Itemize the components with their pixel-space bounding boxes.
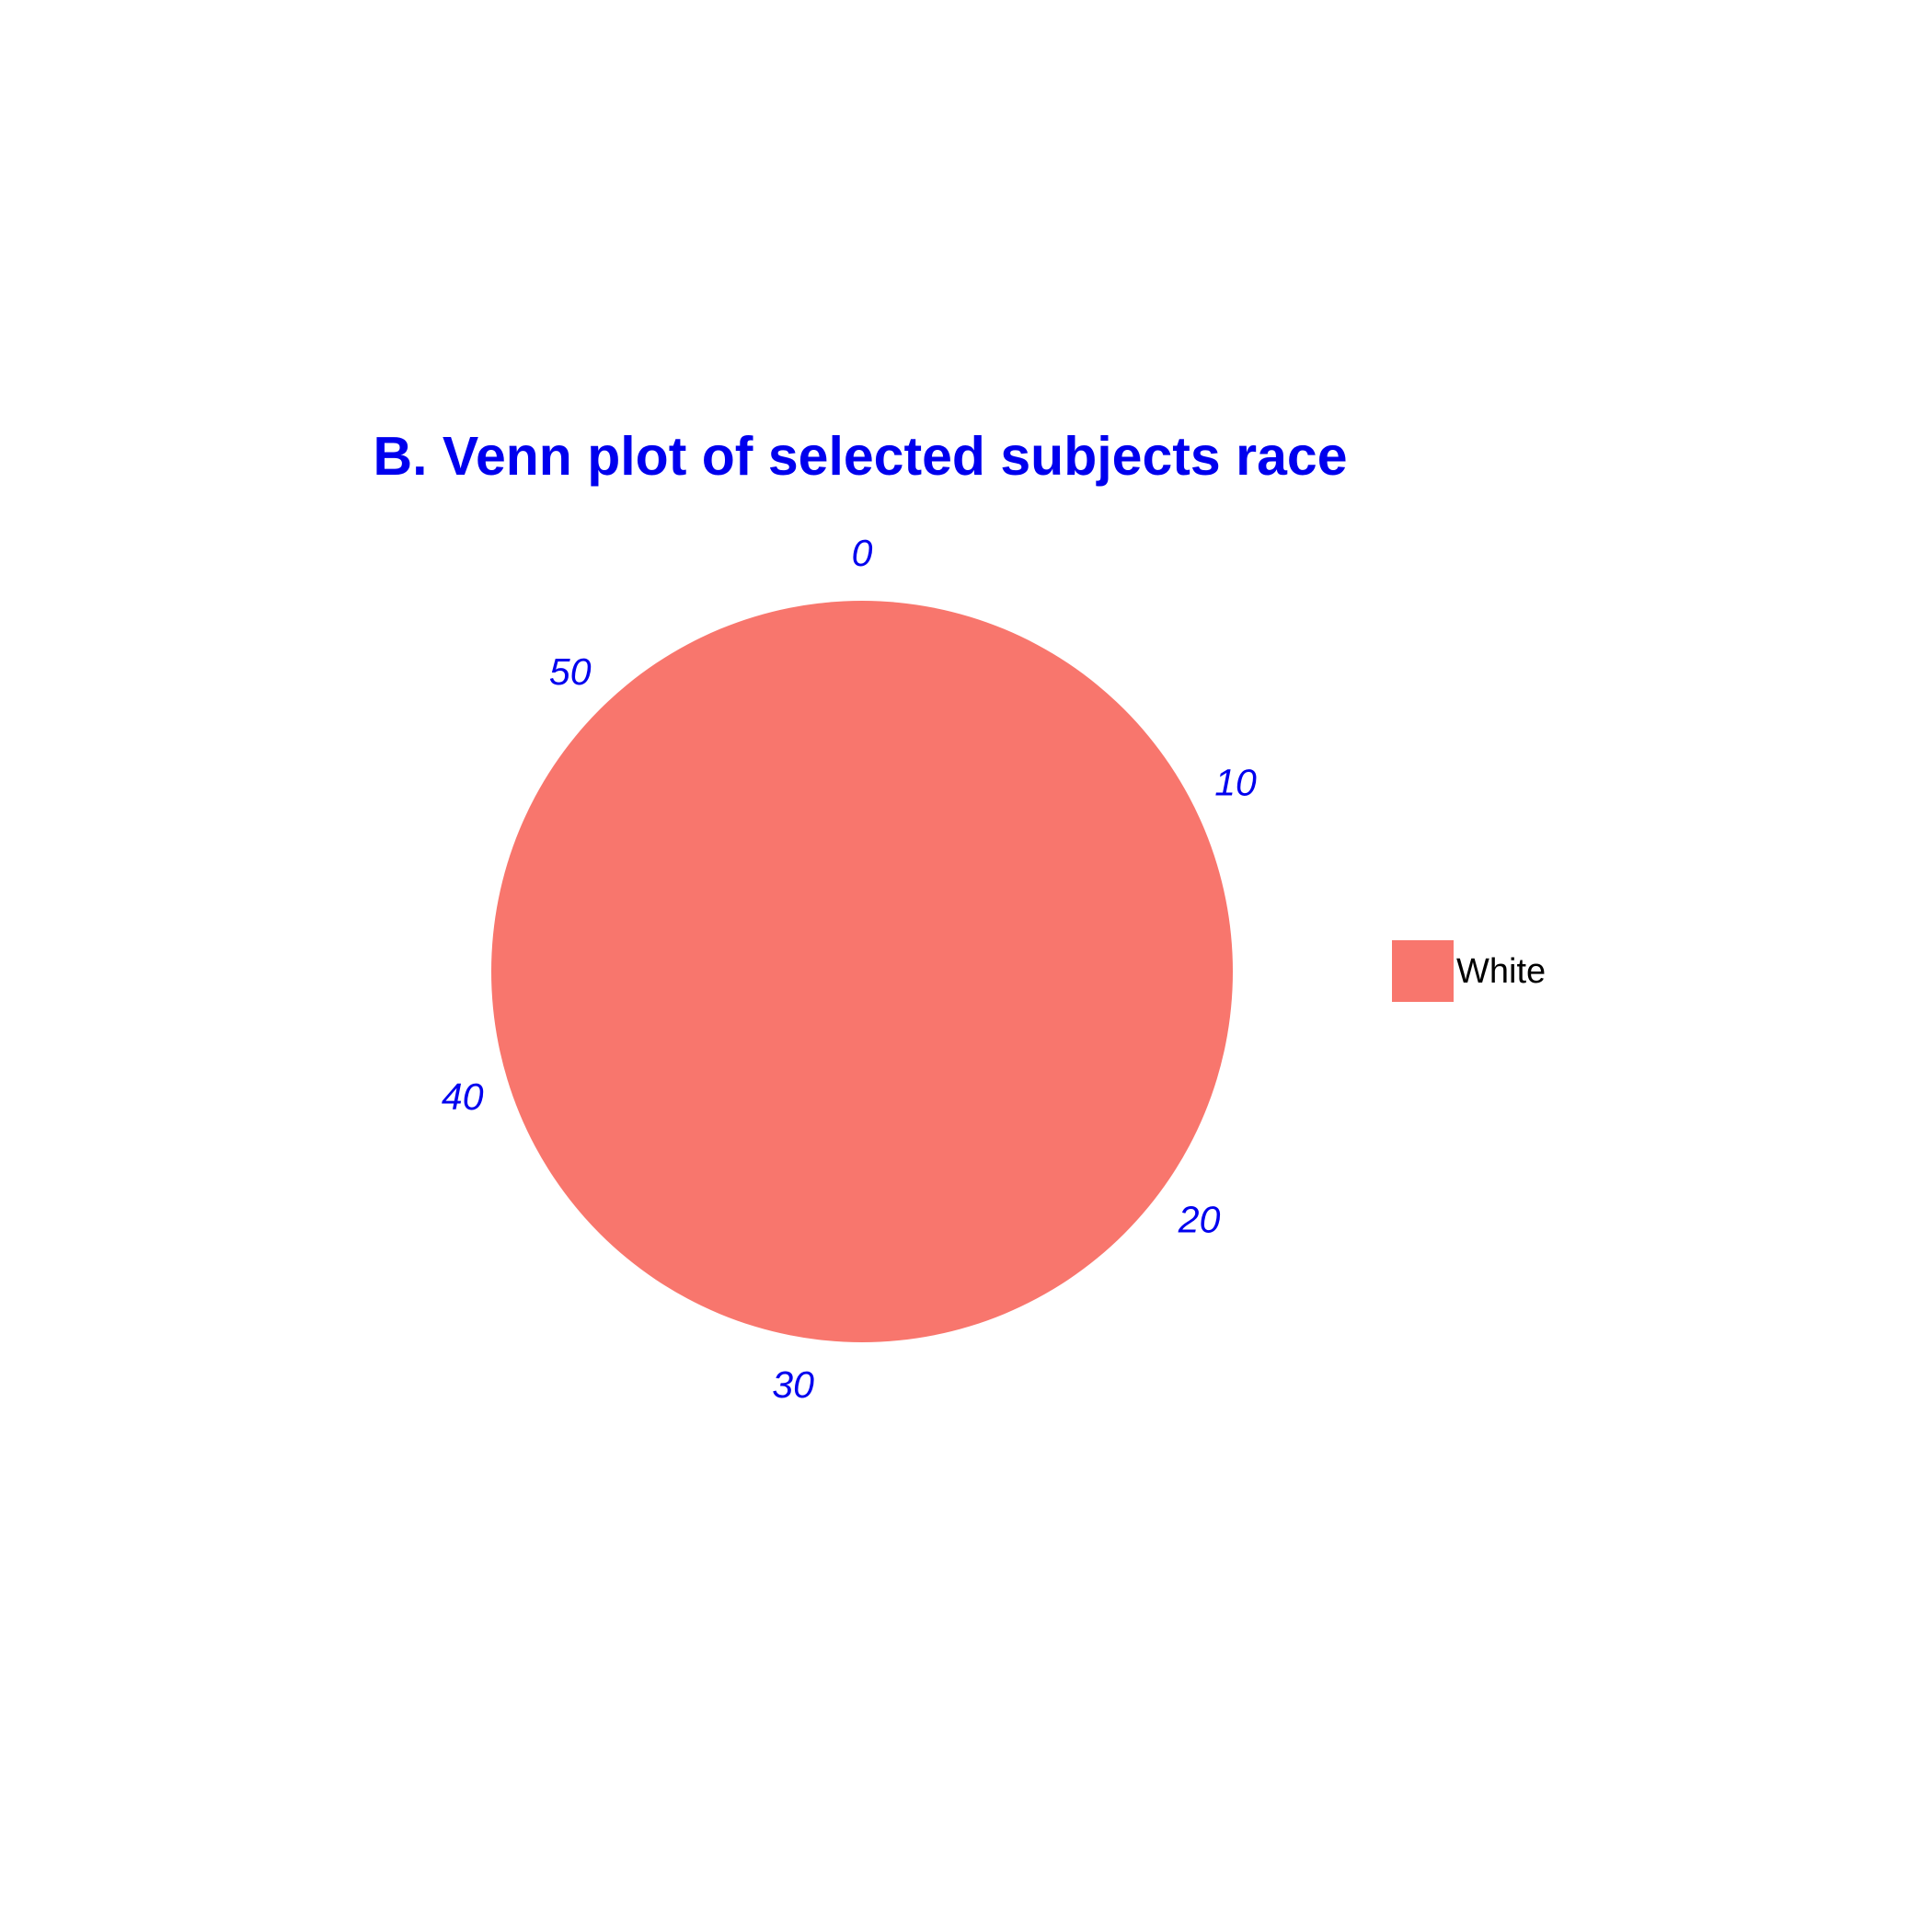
tick-label-0: 0: [852, 532, 873, 574]
tick-label-40: 40: [442, 1075, 484, 1118]
pie-slices: [491, 601, 1233, 1342]
tick-label-50: 50: [549, 650, 592, 693]
legend-label-white: White: [1456, 952, 1546, 991]
pie-slice-white: [491, 601, 1233, 1342]
tick-label-30: 30: [772, 1363, 814, 1406]
chart-title: B. Venn plot of selected subjects race: [373, 426, 1347, 487]
legend: White: [1392, 940, 1546, 1002]
legend-key-white: [1392, 940, 1454, 1002]
angle-tick-labels: 0 10 20 30 40 50: [442, 532, 1257, 1406]
tick-label-20: 20: [1178, 1199, 1221, 1241]
tick-label-10: 10: [1214, 762, 1257, 804]
